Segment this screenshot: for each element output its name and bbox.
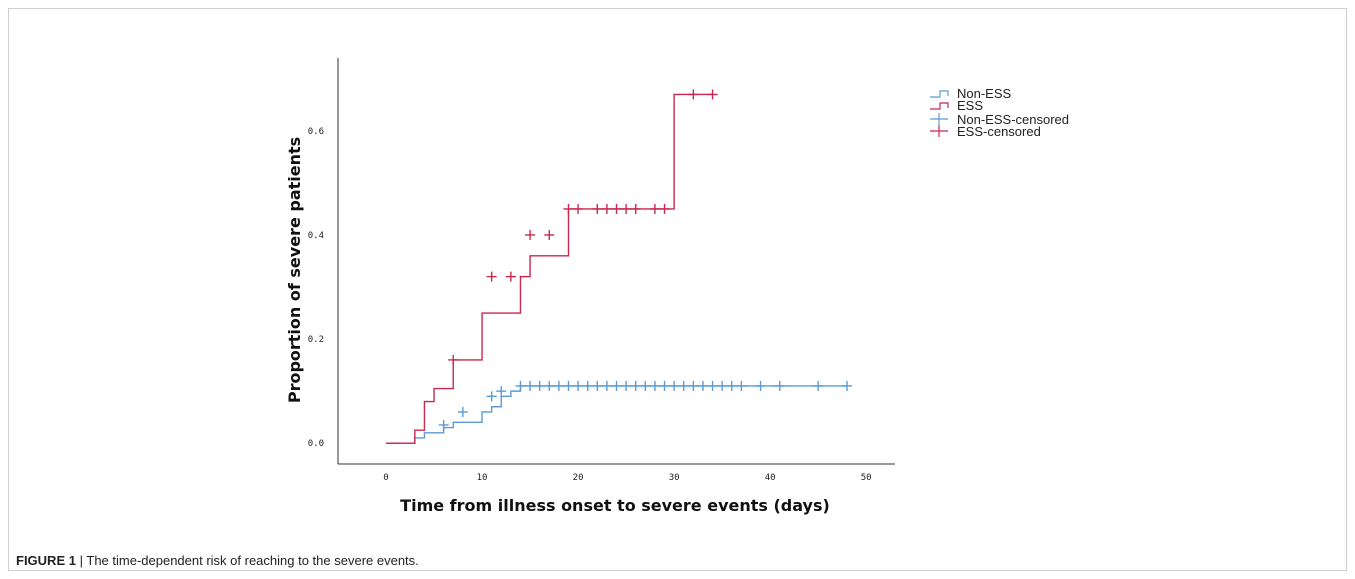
legend-swatch-step (930, 90, 949, 98)
legend-swatch-step (930, 102, 949, 110)
censored-mark-ess (505, 271, 516, 282)
censored-mark-non-ess (563, 380, 574, 391)
censored-mark-non-ess (697, 380, 708, 391)
legend-label: ESS-censored (957, 124, 1041, 139)
censored-mark-ess (630, 203, 641, 214)
legend-label: ESS (957, 98, 983, 113)
x-tick-label: 0 (383, 473, 388, 483)
y-tick-label: 0.4 (308, 231, 324, 241)
censored-mark-non-ess (736, 380, 747, 391)
censored-mark-non-ess (525, 380, 536, 391)
censored-mark-ess (544, 229, 555, 240)
legend-item: ESS-censored (930, 124, 1041, 139)
y-axis-label: Proportion of severe patients (285, 137, 304, 403)
censored-mark-non-ess (726, 380, 737, 391)
censored-mark-ess (649, 203, 660, 214)
figure-label: FIGURE 1 (16, 553, 76, 568)
y-tick-label: 0.0 (308, 439, 324, 449)
censored-mark-ess (592, 203, 603, 214)
legend-item: Non-ESS (930, 86, 1012, 101)
y-tick-label: 0.2 (308, 335, 324, 345)
censored-mark-non-ess (717, 380, 728, 391)
censored-mark-non-ess (621, 380, 632, 391)
ticks: 0 10 20 30 40 50 0.0 0.2 0.4 0.6 (308, 127, 872, 483)
censored-mark-non-ess (649, 380, 660, 391)
censored-mark-ess (563, 203, 574, 214)
censored-mark-ess (611, 203, 622, 214)
censored-mark-non-ess (592, 380, 603, 391)
censored-mark-non-ess (688, 380, 699, 391)
censored-mark-non-ess (457, 406, 468, 417)
axes (337, 58, 895, 465)
legend-label: Non-ESS (957, 86, 1012, 101)
figure-frame (8, 8, 1347, 571)
censored-mark-ess (707, 89, 718, 100)
censored-mark-non-ess (573, 380, 584, 391)
series-line-non-ess (386, 385, 847, 444)
censored-mark-non-ess (774, 380, 785, 391)
censored-mark-non-ess (601, 380, 612, 391)
censored-mark-non-ess (669, 380, 680, 391)
censored-mark-non-ess (515, 380, 526, 391)
x-tick-label: 10 (477, 473, 488, 483)
caption-text: The time-dependent risk of reaching to t… (86, 553, 419, 568)
censored-mark-non-ess (553, 380, 564, 391)
censored-mark-ess (621, 203, 632, 214)
censored-mark-ess (688, 89, 699, 100)
censored-mark-non-ess (496, 386, 507, 397)
censored-mark-non-ess (534, 380, 545, 391)
censored-mark-non-ess (611, 380, 622, 391)
censored-mark-non-ess (486, 391, 497, 402)
figure-caption: FIGURE 1 | The time-dependent risk of re… (16, 553, 419, 568)
censored-mark-ess (525, 229, 536, 240)
x-tick-label: 50 (861, 473, 872, 483)
x-tick-label: 40 (765, 473, 776, 483)
censored-mark-ess (659, 203, 670, 214)
censored-mark-non-ess (841, 380, 852, 391)
censored-mark-ess (601, 203, 612, 214)
censored-mark-non-ess (544, 380, 555, 391)
censored-mark-non-ess (659, 380, 670, 391)
censored-mark-non-ess (707, 380, 718, 391)
km-chart: 0 10 20 30 40 50 0.0 0.2 0.4 0.6 Time from illnes… (285, 58, 1069, 515)
censored-mark-non-ess (640, 380, 651, 391)
censored-mark-non-ess (630, 380, 641, 391)
caption-separator: | (79, 553, 83, 568)
censored-mark-non-ess (438, 419, 449, 430)
legend-item: ESS (930, 98, 983, 113)
legend-label: Non-ESS-censored (957, 112, 1069, 127)
legend-item: Non-ESS-censored (930, 112, 1069, 127)
x-tick-label: 30 (669, 473, 680, 483)
censored-mark-non-ess (678, 380, 689, 391)
censored-mark-non-ess (755, 380, 766, 391)
censored-mark-non-ess (582, 380, 593, 391)
x-axis-label: Time from illness onset to severe events… (400, 496, 830, 515)
x-tick-label: 20 (573, 473, 584, 483)
censored-mark-ess (573, 203, 584, 214)
censored-mark-ess (448, 354, 459, 365)
plot-area (386, 89, 852, 444)
censored-mark-non-ess (813, 380, 824, 391)
y-tick-label: 0.6 (308, 127, 324, 137)
censored-mark-ess (486, 271, 497, 282)
series-line-ess (386, 93, 713, 444)
